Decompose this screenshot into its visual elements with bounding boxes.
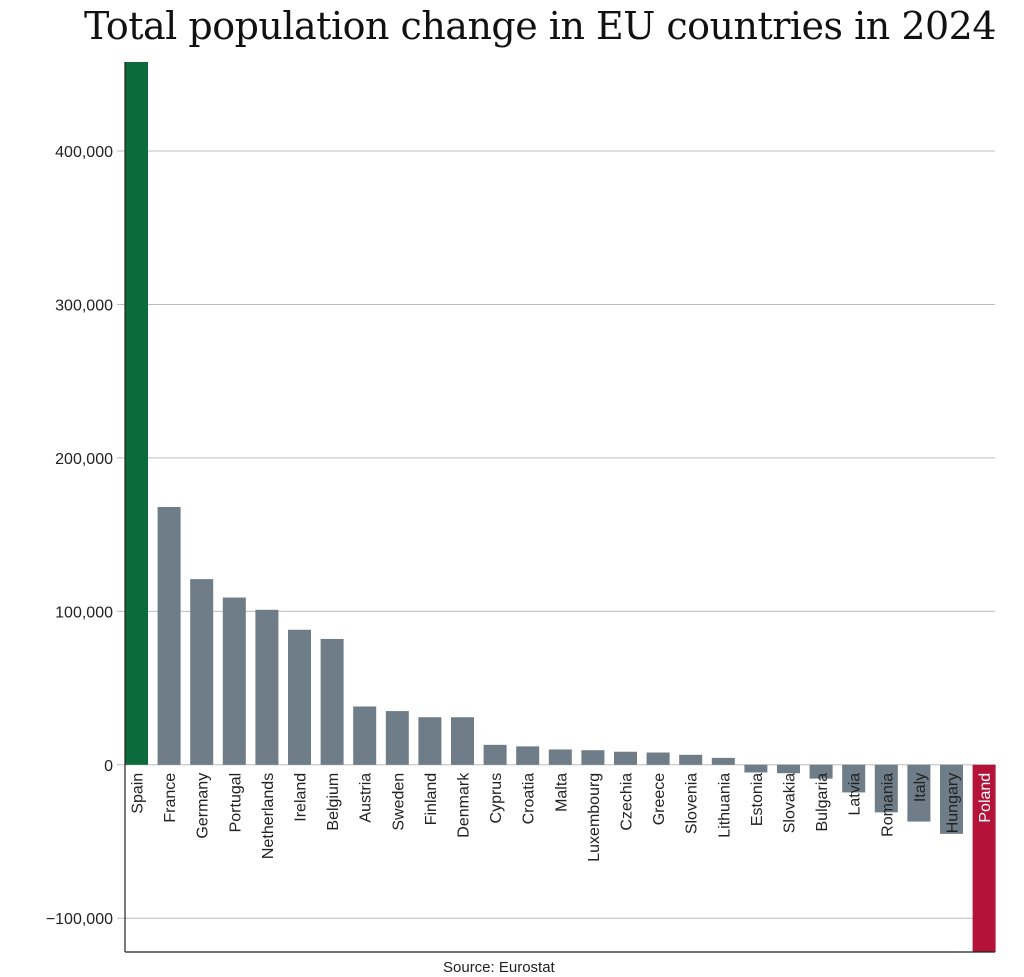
bar-greece: [646, 752, 670, 765]
bar-czechia: [614, 751, 637, 765]
category-label: Spain: [130, 773, 147, 814]
y-tick-label: 0: [104, 758, 113, 775]
category-label: Romania: [879, 773, 896, 837]
bar-luxembourg: [581, 750, 605, 765]
bar-netherlands: [255, 609, 279, 765]
bar-france: [157, 507, 181, 765]
category-label: Croatia: [521, 773, 538, 825]
source-note: Source: Eurostat: [443, 959, 555, 976]
category-label: Lithuania: [716, 773, 733, 838]
bar-hungary: [940, 764, 963, 834]
category-label: Estonia: [749, 773, 766, 826]
category-label: France: [162, 773, 179, 823]
category-label: Finland: [423, 773, 440, 825]
y-tick-label: 400,000: [55, 144, 113, 161]
bar-belgium: [320, 638, 344, 765]
bar-romania: [874, 764, 898, 813]
category-label: Slovenia: [684, 773, 701, 834]
category-label: Malta: [553, 773, 570, 812]
bar-germany: [190, 579, 214, 765]
category-label: Slovakia: [782, 773, 799, 834]
bar-lithuania: [711, 757, 735, 765]
y-tick-label: 300,000: [55, 297, 113, 314]
bar-cyprus: [483, 744, 507, 765]
bar-poland: [972, 764, 996, 952]
bar-croatia: [516, 746, 540, 765]
bar-denmark: [451, 717, 474, 765]
chart-title: Total population change in EU countries …: [83, 4, 997, 48]
category-label: Poland: [977, 773, 994, 823]
category-label: Ireland: [293, 773, 310, 822]
category-label: Cyprus: [488, 773, 505, 824]
category-label: Luxembourg: [586, 773, 603, 862]
bar-bulgaria: [809, 764, 833, 779]
category-label: Italy: [912, 773, 929, 802]
bar-estonia: [744, 764, 768, 773]
y-tick-label: 200,000: [55, 451, 113, 468]
category-label: Netherlands: [260, 773, 277, 859]
category-label: Czechia: [619, 773, 636, 831]
category-label: Hungary: [945, 773, 962, 833]
bar-slovakia: [777, 764, 800, 774]
category-label: Bulgaria: [814, 773, 831, 832]
bar-sweden: [385, 711, 409, 765]
bar-ireland: [288, 629, 311, 765]
y-tick-label: −100,000: [46, 911, 113, 928]
y-tick-label: 100,000: [55, 604, 113, 621]
category-label: Sweden: [390, 773, 407, 831]
category-label: Greece: [651, 773, 668, 826]
category-label: Portugal: [227, 773, 244, 833]
bar-italy: [907, 764, 931, 822]
bar-slovenia: [679, 754, 703, 765]
bar-malta: [548, 749, 572, 765]
category-label: Denmark: [456, 772, 473, 838]
category-label: Germany: [195, 773, 212, 839]
category-label: Latvia: [847, 773, 864, 816]
bar-austria: [353, 706, 377, 765]
category-label: Belgium: [325, 773, 342, 831]
bar-portugal: [222, 597, 246, 765]
category-label: Austria: [358, 773, 375, 823]
bar-finland: [418, 717, 442, 765]
bar-latvia: [842, 764, 866, 793]
bar-spain: [125, 62, 148, 765]
